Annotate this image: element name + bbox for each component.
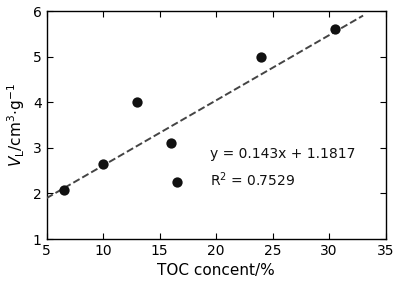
Y-axis label: $V_\mathrm{L}$/cm$^3$$\cdot$g$^{-1}$: $V_\mathrm{L}$/cm$^3$$\cdot$g$^{-1}$ <box>6 83 27 167</box>
Text: y = 0.143x + 1.1817
R$^2$ = 0.7529: y = 0.143x + 1.1817 R$^2$ = 0.7529 <box>210 147 356 189</box>
Point <box>168 141 174 146</box>
X-axis label: TOC concent/%: TOC concent/% <box>157 264 275 278</box>
Point <box>173 180 180 184</box>
Point <box>100 162 106 166</box>
Point <box>60 188 67 193</box>
Point <box>258 54 264 59</box>
Point <box>332 27 338 32</box>
Point <box>134 100 140 105</box>
